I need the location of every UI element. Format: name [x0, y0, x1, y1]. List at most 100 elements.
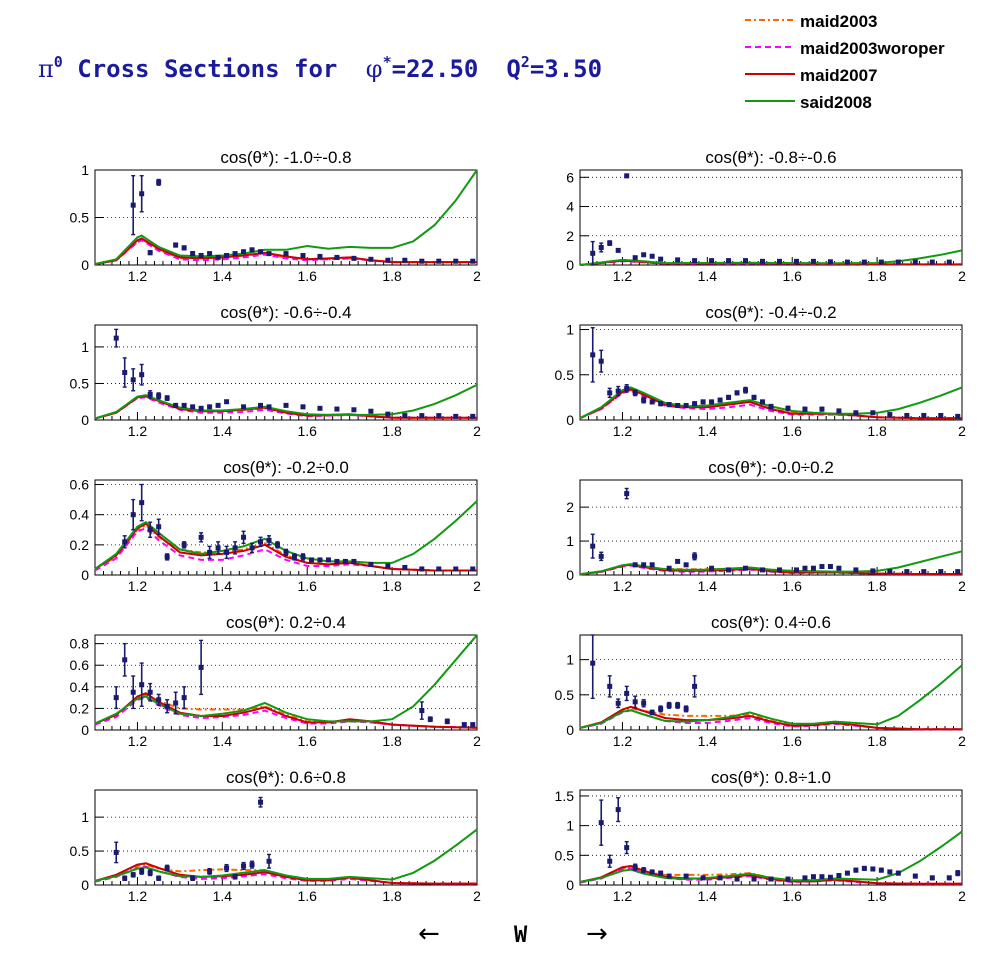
panel-frame — [94, 789, 478, 886]
data-point — [726, 394, 732, 400]
data-point — [819, 564, 825, 570]
x-tick-label: 1.8 — [867, 733, 887, 749]
curve-said2008 — [94, 828, 478, 882]
panel-8: cos(θ*): 0.6÷0.8 0 0.5 1 1.2 1.4 1.6 1.8 2 — [70, 768, 482, 904]
data-point — [232, 874, 238, 880]
x-tick-label: 2 — [958, 578, 966, 594]
panel-title: cos(θ*): 0.2÷0.4 — [226, 613, 346, 632]
data-point — [164, 865, 170, 871]
data-point — [802, 406, 808, 412]
data-point — [266, 537, 272, 543]
data-point — [921, 412, 927, 418]
panels-grid: cos(θ*): -1.0÷-0.800.511.2 1.4 1.6 1.8 2cos(… — [70, 148, 967, 904]
data-point — [658, 256, 664, 262]
data-point — [819, 406, 825, 412]
data-point — [700, 875, 706, 881]
data-point — [607, 858, 613, 864]
y-tick-label: 1 — [566, 533, 574, 549]
data-point — [692, 683, 698, 689]
data-point — [615, 807, 621, 813]
data-point — [785, 405, 791, 411]
y-tick-label: 1 — [81, 339, 89, 355]
data-point — [743, 565, 749, 571]
data-point — [224, 399, 230, 405]
x-tick-label: 1.6 — [782, 268, 802, 284]
x-tick-label: 2 — [958, 733, 966, 749]
data-point — [683, 873, 689, 879]
data-point — [624, 845, 630, 851]
x-tick-label: 1.8 — [867, 888, 887, 904]
data-point — [317, 253, 323, 259]
panel-title: cos(θ*): -0.4÷-0.2 — [705, 303, 836, 322]
x-tick-label: 1.8 — [382, 733, 402, 749]
data-point — [351, 255, 357, 261]
panel-frame — [579, 634, 963, 731]
data-point — [147, 527, 153, 533]
data-point — [156, 393, 162, 399]
data-point — [147, 391, 153, 397]
y-tick-label: 1 — [566, 322, 574, 338]
data-point — [751, 876, 757, 882]
x-tick-label: 1.2 — [128, 578, 148, 594]
data-point — [946, 259, 952, 265]
data-point — [130, 512, 136, 518]
x-tick-label: 1.2 — [128, 268, 148, 284]
data-point — [122, 539, 128, 545]
data-point — [283, 549, 289, 555]
data-point — [785, 876, 791, 882]
data-point — [632, 864, 638, 870]
y-tick-label: 0.2 — [70, 537, 90, 553]
data-point — [427, 716, 433, 722]
data-point — [641, 700, 647, 706]
data-point — [241, 534, 247, 540]
data-point — [632, 699, 638, 705]
x-tick-label: 1.6 — [782, 423, 802, 439]
y-tick-label: 0.6 — [70, 657, 90, 673]
curve-maid2007 — [579, 705, 962, 731]
panel-title: cos(θ*): -0.8÷-0.6 — [705, 148, 836, 167]
data-point — [436, 413, 442, 419]
data-point — [164, 554, 170, 560]
x-tick-label: 1.4 — [213, 423, 233, 439]
data-point — [692, 401, 698, 407]
data-point — [726, 258, 732, 264]
data-point — [844, 259, 850, 265]
y-tick-label: 1.5 — [555, 788, 575, 804]
data-point — [802, 565, 808, 571]
data-point — [181, 695, 187, 701]
panel-2: cos(θ*): -0.6÷-0.4 0 0.5 1 1.2 1.4 1.6 1.8 2 — [70, 303, 482, 439]
data-point — [692, 258, 698, 264]
data-point — [734, 390, 740, 396]
data-point — [334, 406, 340, 412]
panel-frame — [94, 634, 478, 731]
panel-title: cos(θ*): 0.8÷1.0 — [711, 768, 831, 787]
data-point — [632, 255, 638, 261]
data-point — [368, 408, 374, 414]
x-tick-label: 2 — [473, 733, 481, 749]
data-point — [207, 868, 213, 874]
x-tick-label: 1.2 — [613, 423, 633, 439]
data-point — [419, 566, 425, 572]
x-tick-label: 1.4 — [213, 578, 233, 594]
data-point — [130, 377, 136, 383]
data-point — [215, 402, 221, 408]
data-point — [641, 397, 647, 403]
y-tick-label: 1 — [566, 818, 574, 834]
x-tick-label: 1.4 — [213, 888, 233, 904]
title-phi-value: =22.50 — [392, 55, 479, 83]
panel-9: cos(θ*): 0.8÷1.0 0 0.5 1 1.5 1.2 1.4 1.6 1.8 2 — [555, 768, 967, 904]
data-point — [317, 557, 323, 563]
title-text-main: Cross Sections for — [63, 55, 352, 83]
data-point — [955, 569, 961, 575]
data-point — [173, 402, 179, 408]
curve-maid2007 — [579, 388, 962, 420]
data-point — [912, 259, 918, 265]
y-tick-label: 1 — [81, 809, 89, 825]
data-point — [266, 858, 272, 864]
legend-label-maid2007: maid2007 — [800, 66, 878, 85]
title-phi: φ — [366, 55, 383, 83]
data-point — [760, 399, 766, 405]
main-title: π0 Cross Sections for φ*=22.50 Q2=3.50 — [38, 53, 602, 83]
data-point — [266, 404, 272, 410]
data-point — [878, 259, 884, 265]
